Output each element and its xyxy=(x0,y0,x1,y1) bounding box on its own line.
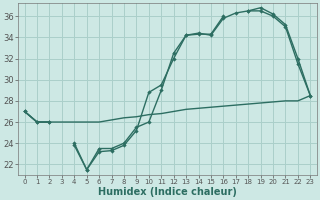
X-axis label: Humidex (Indice chaleur): Humidex (Indice chaleur) xyxy=(98,187,237,197)
